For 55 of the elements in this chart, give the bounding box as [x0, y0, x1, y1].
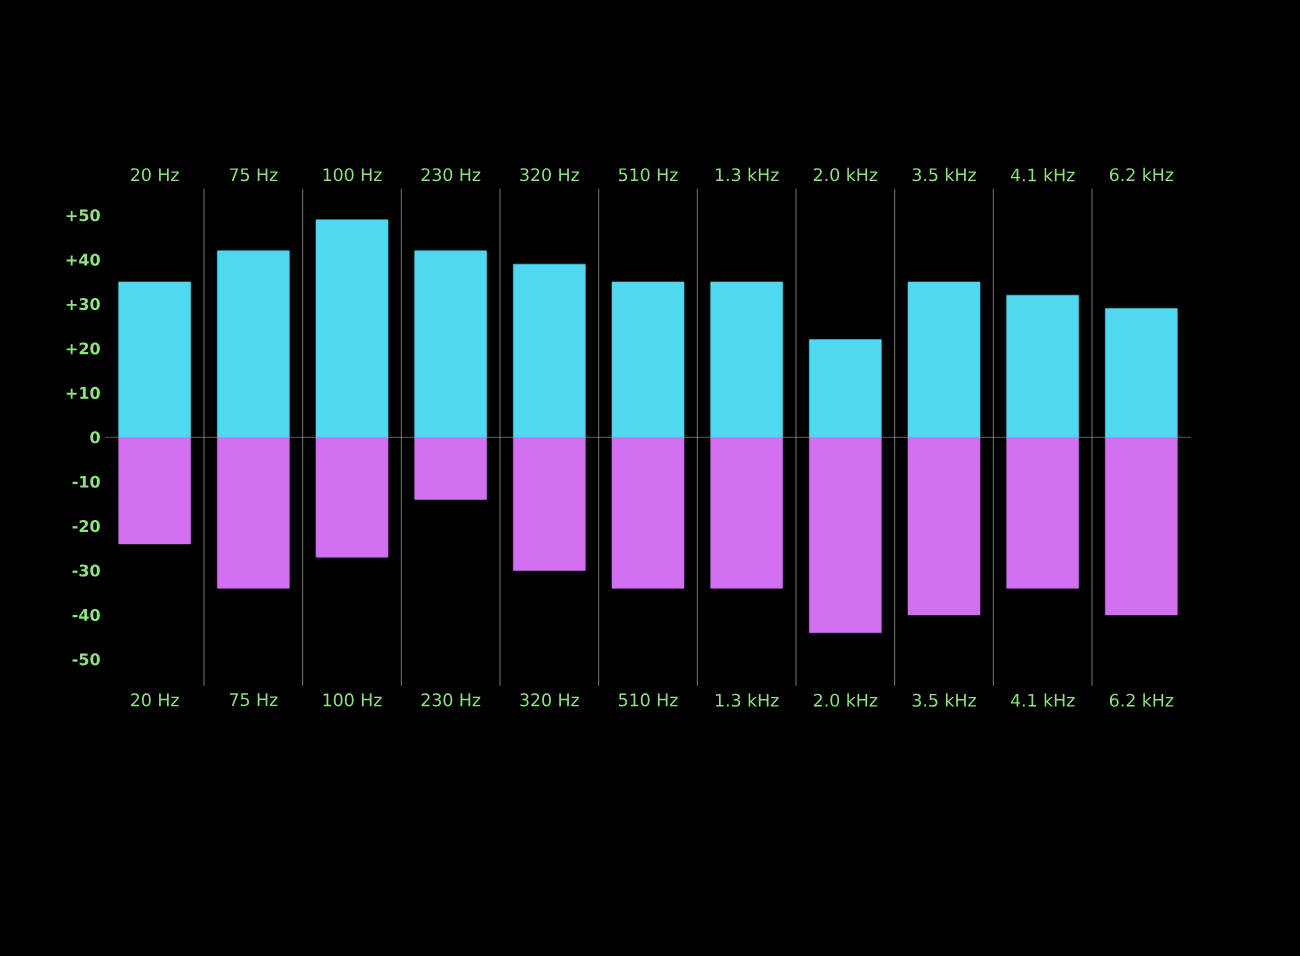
y-tick-label: 0: [90, 431, 100, 444]
bar: [907, 281, 981, 438]
bar: [611, 437, 685, 589]
bar: [513, 437, 586, 571]
bar: [1105, 308, 1178, 438]
bar: [710, 281, 783, 438]
category-label: 510 Hz: [618, 168, 678, 182]
bar: [1006, 437, 1079, 589]
y-tick-label: -20: [72, 520, 100, 533]
bar: [217, 250, 290, 438]
category-label: 1.3 kHz: [715, 167, 779, 182]
bar: [710, 437, 783, 589]
x-tick-label: 1.3 kHz: [715, 693, 779, 707]
bar: [809, 339, 882, 438]
x-tick-label: 100 Hz: [323, 693, 382, 707]
bar: [809, 437, 882, 633]
category-label: 6.2 kHz: [1109, 167, 1174, 182]
x-tick-label: 6.2 kHz: [1109, 693, 1174, 707]
bar: [315, 219, 389, 438]
y-tick-label: +40: [66, 253, 100, 266]
category-label: 20 Hz: [131, 168, 179, 182]
x-tick-label: 20 Hz: [131, 693, 179, 707]
y-tick-label: -10: [72, 475, 100, 488]
y-tick-label: +30: [66, 298, 100, 311]
bar: [414, 437, 487, 500]
category-label: 3.5 kHz: [912, 167, 976, 182]
category-label: 100 Hz: [323, 168, 382, 182]
y-tick-label: +10: [66, 386, 100, 399]
x-tick-label: 3.5 kHz: [912, 693, 976, 707]
x-tick-label: 510 Hz: [618, 693, 678, 707]
y-tick-label: -40: [72, 608, 100, 621]
x-tick-label: 320 Hz: [520, 693, 579, 707]
bar: [118, 281, 191, 438]
category-label: 4.1 kHz: [1010, 168, 1075, 182]
x-tick-label: 75 Hz: [229, 693, 278, 707]
bar: [611, 281, 685, 438]
x-tick-label: 4.1 kHz: [1010, 693, 1075, 707]
bar: [1006, 294, 1079, 438]
bar: [414, 250, 487, 438]
y-tick-label: +50: [66, 209, 100, 222]
bar: [217, 437, 290, 589]
x-tick-label: 2.0 kHz: [813, 693, 878, 707]
x-tick-label: 230 Hz: [421, 693, 481, 707]
bar: [513, 263, 586, 438]
bar: [907, 437, 981, 616]
y-tick-label: -50: [72, 653, 100, 666]
y-tick-label: +20: [66, 342, 100, 355]
bar: [118, 437, 191, 545]
bar: [315, 437, 389, 558]
category-label: 230 Hz: [421, 168, 481, 182]
y-tick-label: -30: [72, 564, 100, 577]
bar: [1105, 437, 1178, 616]
category-label: 75 Hz: [229, 168, 278, 182]
category-label: 2.0 kHz: [813, 167, 878, 182]
category-label: 320 Hz: [520, 168, 579, 182]
